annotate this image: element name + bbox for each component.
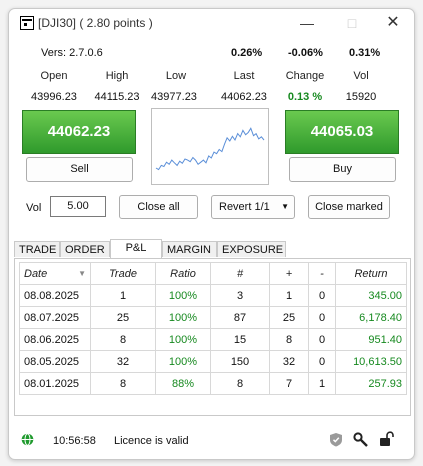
chevron-down-icon: ▼ (281, 196, 289, 218)
buy-button[interactable]: Buy (289, 157, 396, 182)
pct-value-1: 0.26% (231, 47, 262, 59)
col-header-date-label: Date (24, 268, 47, 280)
close-all-button[interactable]: Close all (119, 195, 198, 219)
cell-minus: 1 (309, 373, 336, 395)
wrench-icon[interactable] (353, 432, 369, 448)
tab-exposure[interactable]: EXPOSURE (217, 241, 286, 257)
cell-plus: 7 (270, 373, 309, 395)
cell-count: 150 (211, 351, 270, 373)
col-header-trade[interactable]: Trade (91, 263, 156, 285)
cell-trade: 1 (91, 285, 156, 307)
col-header-minus[interactable]: - (309, 263, 336, 285)
cell-ratio: 88% (156, 373, 211, 395)
cell-trade: 8 (91, 329, 156, 351)
open-label: Open (24, 70, 84, 82)
cell-plus: 25 (270, 307, 309, 329)
close-marked-button[interactable]: Close marked (308, 195, 390, 219)
shield-icon[interactable] (329, 432, 343, 447)
cell-minus: 0 (309, 285, 336, 307)
close-button[interactable]: ✕ (383, 14, 403, 32)
title-bar: [DJI30] ( 2.80 points ) — □ ✕ (9, 9, 414, 37)
col-header-date[interactable]: Date ▼ (20, 263, 91, 285)
high-label: High (87, 70, 147, 82)
status-bar: 10:56:58 Licence is valid (9, 423, 414, 457)
cell-date: 08.06.2025 (20, 329, 91, 351)
cell-ratio: 100% (156, 329, 211, 351)
col-header-return[interactable]: Return (336, 263, 407, 285)
cell-trade: 25 (91, 307, 156, 329)
cell-plus: 1 (270, 285, 309, 307)
cell-minus: 0 (309, 307, 336, 329)
pct-value-2: -0.06% (288, 47, 323, 59)
globe-icon (21, 433, 34, 446)
pnl-table: Date ▼ Trade Ratio # + - Return 08.08.20… (19, 262, 407, 395)
cell-date: 08.07.2025 (20, 307, 91, 329)
last-label: Last (214, 70, 274, 82)
status-time: 10:56:58 (53, 435, 96, 447)
maximize-button[interactable]: □ (342, 14, 362, 32)
cell-return: 257.93 (336, 373, 407, 395)
version-text: Vers: 2.7.0.6 (41, 47, 103, 59)
app-window-icon (20, 16, 34, 30)
price-line (156, 128, 264, 169)
unlock-icon[interactable] (379, 431, 394, 447)
table-row[interactable]: 08.08.2025 1 100% 3 1 0 345.00 (20, 285, 407, 307)
buy-price-button[interactable]: 44065.03 (285, 110, 399, 154)
col-header-ratio[interactable]: Ratio (156, 263, 211, 285)
cell-date: 08.05.2025 (20, 351, 91, 373)
cell-trade: 8 (91, 373, 156, 395)
cell-return: 6,178.40 (336, 307, 407, 329)
window-title: [DJI30] ( 2.80 points ) (38, 16, 153, 30)
vol-stat-label: Vol (331, 70, 391, 82)
revert-dropdown[interactable]: Revert 1/1 ▼ (211, 195, 295, 219)
cell-return: 951.40 (336, 329, 407, 351)
table-row[interactable]: 08.01.2025 8 88% 8 7 1 257.93 (20, 373, 407, 395)
open-value: 43996.23 (21, 91, 87, 103)
last-value: 44062.23 (211, 91, 277, 103)
tab-trade[interactable]: TRADE (14, 241, 60, 257)
cell-minus: 0 (309, 351, 336, 373)
app-window: [DJI30] ( 2.80 points ) — □ ✕ Vers: 2.7.… (8, 8, 415, 460)
vol-stat-value: 15920 (328, 91, 394, 103)
sell-price-button[interactable]: 44062.23 (22, 110, 136, 154)
table-row[interactable]: 08.05.2025 32 100% 150 32 0 10,613.50 (20, 351, 407, 373)
low-value: 43977.23 (141, 91, 207, 103)
cell-return: 345.00 (336, 285, 407, 307)
cell-ratio: 100% (156, 307, 211, 329)
tab-order[interactable]: ORDER (60, 241, 110, 257)
cell-count: 15 (211, 329, 270, 351)
pct-value-3: 0.31% (349, 47, 380, 59)
tab-pnl[interactable]: P&L (110, 239, 162, 258)
cell-count: 3 (211, 285, 270, 307)
sort-desc-icon: ▼ (78, 269, 86, 278)
low-label: Low (146, 70, 206, 82)
change-label: Change (275, 70, 335, 82)
cell-ratio: 100% (156, 351, 211, 373)
minimize-button[interactable]: — (297, 14, 317, 32)
pnl-header-row: Date ▼ Trade Ratio # + - Return (20, 263, 407, 285)
cell-plus: 8 (270, 329, 309, 351)
mini-price-chart (151, 108, 269, 185)
sell-button[interactable]: Sell (26, 157, 133, 182)
cell-date: 08.08.2025 (20, 285, 91, 307)
cell-count: 8 (211, 373, 270, 395)
mini-price-chart-svg (152, 109, 268, 184)
cell-date: 08.01.2025 (20, 373, 91, 395)
cell-return: 10,613.50 (336, 351, 407, 373)
col-header-count[interactable]: # (211, 263, 270, 285)
cell-trade: 32 (91, 351, 156, 373)
col-header-plus[interactable]: + (270, 263, 309, 285)
tab-margin[interactable]: MARGIN (162, 241, 217, 257)
table-row[interactable]: 08.06.2025 8 100% 15 8 0 951.40 (20, 329, 407, 351)
vol-input[interactable]: 5.00 (50, 196, 106, 217)
cell-ratio: 100% (156, 285, 211, 307)
revert-dropdown-label: Revert 1/1 (219, 201, 270, 213)
licence-status: Licence is valid (114, 435, 189, 447)
cell-count: 87 (211, 307, 270, 329)
vol-input-label: Vol (26, 202, 41, 214)
pnl-panel: Date ▼ Trade Ratio # + - Return 08.08.20… (14, 258, 411, 416)
cell-plus: 32 (270, 351, 309, 373)
table-row[interactable]: 08.07.2025 25 100% 87 25 0 6,178.40 (20, 307, 407, 329)
cell-minus: 0 (309, 329, 336, 351)
